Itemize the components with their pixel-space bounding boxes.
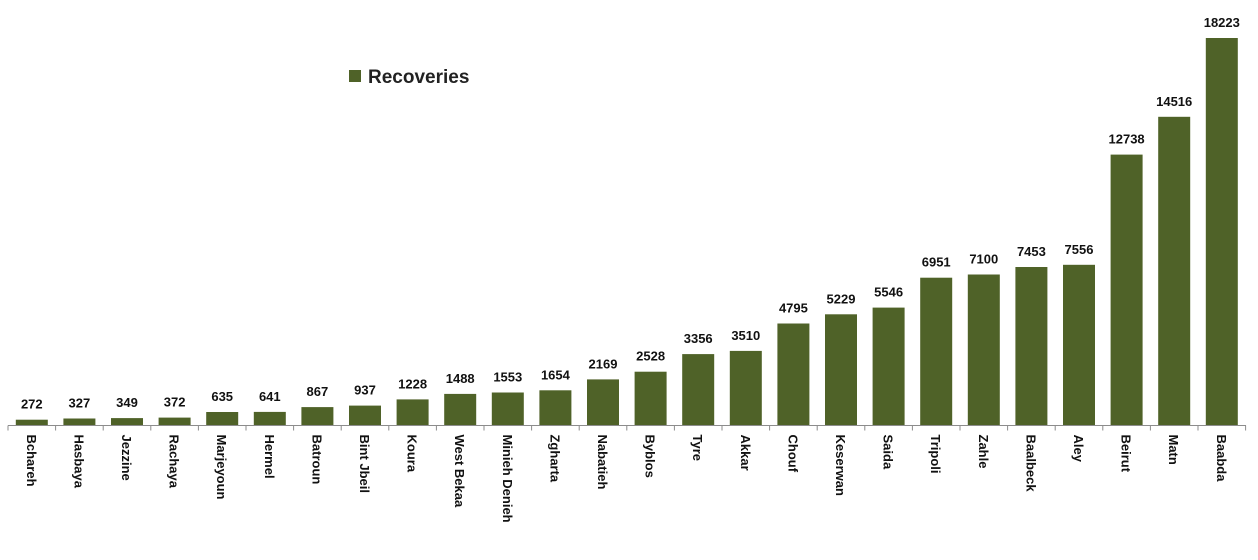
category-label-baalbeck: Baalbeck bbox=[1023, 435, 1038, 493]
bar-hasbaya bbox=[63, 418, 96, 426]
category-label-keserwan: Keserwan bbox=[833, 435, 848, 496]
value-label-rachaya: 372 bbox=[164, 395, 186, 410]
value-label-zahle: 7100 bbox=[969, 252, 998, 267]
bar-zahle bbox=[967, 274, 1000, 426]
value-label-tyre: 3356 bbox=[684, 331, 713, 346]
bar-keserwan bbox=[825, 314, 857, 426]
category-label-beirut: Beirut bbox=[1119, 435, 1134, 473]
value-label-batroun: 867 bbox=[307, 384, 329, 399]
value-label-west-bekaa: 1488 bbox=[446, 371, 475, 386]
category-label-marjeyoun: Marjeyoun bbox=[214, 435, 229, 500]
value-label-chouf: 4795 bbox=[779, 301, 808, 316]
value-label-koura: 1228 bbox=[398, 376, 427, 391]
value-labels-group: 272 327 349 372 635 641 867 937 1228 1488 1553 1654… bbox=[21, 15, 1240, 412]
category-label-koura: Koura bbox=[405, 435, 420, 473]
bar-zgharta bbox=[539, 390, 572, 426]
category-label-saida: Saida bbox=[881, 435, 896, 470]
bar-tripoli bbox=[920, 277, 953, 426]
legend: Recoveries bbox=[349, 67, 469, 88]
category-label-hasbaya: Hasbaya bbox=[71, 435, 86, 489]
value-label-beirut: 12738 bbox=[1109, 132, 1145, 147]
bar-byblos bbox=[634, 371, 667, 426]
category-label-tripoli: Tripoli bbox=[928, 435, 943, 474]
category-label-zahle: Zahle bbox=[976, 435, 991, 469]
category-label-matn: Matn bbox=[1166, 435, 1181, 465]
legend-swatch bbox=[349, 70, 361, 82]
category-label-nabatieh: Nabatieh bbox=[595, 435, 610, 490]
bar-hermel bbox=[253, 411, 286, 426]
value-label-byblos: 2528 bbox=[636, 349, 665, 364]
value-label-tripoli: 6951 bbox=[922, 255, 951, 270]
category-label-minieh-denieh: Minieh Denieh bbox=[500, 435, 515, 523]
category-label-aley: Aley bbox=[1071, 435, 1086, 463]
bar-rachaya bbox=[158, 417, 191, 426]
bar-bint-jbeil bbox=[349, 405, 381, 426]
value-label-nabatieh: 2169 bbox=[589, 356, 618, 371]
value-label-hermel: 641 bbox=[259, 389, 281, 404]
legend-label-recoveries: Recoveries bbox=[368, 67, 469, 88]
bar-baalbeck bbox=[1015, 267, 1048, 426]
category-label-jezzine: Jezzine bbox=[119, 435, 134, 481]
bar-aley bbox=[1063, 264, 1095, 426]
category-label-akkar: Akkar bbox=[738, 435, 753, 471]
value-label-keserwan: 5229 bbox=[827, 291, 856, 306]
bar-koura bbox=[396, 399, 429, 426]
category-label-hermel: Hermel bbox=[262, 435, 277, 479]
value-label-hasbaya: 327 bbox=[69, 396, 91, 411]
bar-chouf bbox=[777, 323, 810, 426]
bar-saida bbox=[872, 307, 905, 426]
bar-tyre bbox=[682, 354, 715, 426]
bar-minieh-denieh bbox=[491, 392, 524, 426]
bar-marjeyoun bbox=[206, 412, 239, 426]
value-label-bint-jbeil: 937 bbox=[354, 383, 376, 398]
category-label-rachaya: Rachaya bbox=[167, 435, 182, 489]
value-label-baalbeck: 7453 bbox=[1017, 244, 1046, 259]
value-label-aley: 7556 bbox=[1065, 242, 1094, 257]
value-label-marjeyoun: 635 bbox=[211, 389, 233, 404]
value-label-baabda: 18223 bbox=[1204, 15, 1240, 30]
category-label-zgharta: Zgharta bbox=[547, 435, 562, 483]
bar-beirut bbox=[1110, 154, 1143, 426]
bar-akkar bbox=[729, 350, 762, 426]
category-label-tyre: Tyre bbox=[690, 435, 705, 462]
bar-west-bekaa bbox=[444, 393, 477, 426]
category-label-bint-jbeil: Bint Jbeil bbox=[357, 435, 372, 494]
value-label-jezzine: 349 bbox=[116, 395, 138, 410]
x-axis-ticks bbox=[7, 425, 1247, 431]
category-label-bchareh: Bchareh bbox=[24, 435, 39, 487]
bar-batroun bbox=[301, 407, 334, 426]
bar-jezzine bbox=[111, 418, 143, 426]
bar-bchareh bbox=[15, 419, 48, 426]
bar-matn bbox=[1158, 116, 1191, 426]
value-label-saida: 5546 bbox=[874, 285, 903, 300]
value-label-minieh-denieh: 1553 bbox=[493, 370, 522, 385]
category-label-west-bekaa: West Bekaa bbox=[452, 435, 467, 509]
value-label-bchareh: 272 bbox=[21, 397, 43, 412]
bars-group bbox=[15, 38, 1238, 426]
value-label-zgharta: 1654 bbox=[541, 367, 571, 382]
value-label-akkar: 3510 bbox=[731, 328, 760, 343]
value-label-matn: 14516 bbox=[1156, 94, 1192, 109]
bar-nabatieh bbox=[587, 379, 619, 426]
bar-baabda bbox=[1205, 38, 1238, 426]
category-label-baabda: Baabda bbox=[1214, 435, 1229, 483]
category-label-batroun: Batroun bbox=[309, 435, 324, 485]
category-label-byblos: Byblos bbox=[643, 435, 658, 478]
category-label-chouf: Chouf bbox=[785, 435, 800, 473]
category-labels-group: Bchareh Hasbaya Jezzine Rachaya Marjeyoun Her… bbox=[24, 435, 1229, 523]
